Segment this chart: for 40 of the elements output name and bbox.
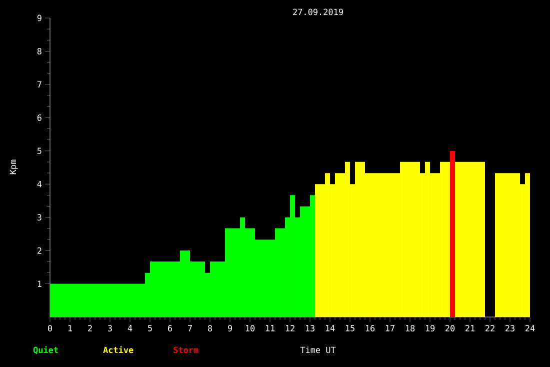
x-tick-label: 4 (128, 325, 132, 332)
text: Active (103, 346, 134, 354)
x-tick-label: 17 (386, 325, 394, 332)
x-tick-label: 5 (148, 325, 152, 332)
x-tick-label: 18 (406, 325, 415, 332)
x-tick-label: 10 (246, 325, 255, 332)
x-tick-label: 21 (466, 325, 475, 332)
x-tick-label: 19 (426, 325, 435, 332)
y-tick-label: 3 (37, 214, 42, 221)
x-tick-label: 24 (526, 325, 535, 332)
y-tick-label: 7 (37, 81, 42, 88)
x-tick-label: 9 (228, 325, 232, 332)
x-tick-label: 2 (88, 325, 92, 332)
x-tick-label: 13 (306, 325, 314, 332)
chart-title: 27.09.2019 (293, 8, 343, 16)
y-tick-label: 4 (37, 181, 42, 188)
y-tick-label: 8 (37, 48, 42, 54)
x-tick-label: 14 (326, 325, 335, 332)
x-tick-label: 22 (486, 325, 494, 332)
x-tick-label: 16 (366, 325, 375, 332)
y-tick-label: 9 (37, 14, 42, 22)
x-tick-label: 6 (168, 325, 172, 332)
text: Storm (174, 346, 198, 354)
x-tick-label: 15 (346, 325, 354, 332)
y-axis-title: Kpm (10, 160, 18, 174)
x-tick-label: 3 (108, 325, 112, 332)
x-tick-label: 11 (266, 325, 275, 332)
x-axis-title: Time UT (300, 346, 336, 354)
y-tick-label: 6 (37, 114, 42, 121)
y-tick-label: 5 (37, 148, 42, 154)
x-tick-label: 0 (48, 325, 52, 332)
x-tick-label: 8 (208, 325, 212, 332)
x-tick-label: 12 (286, 325, 294, 332)
y-tick-label: 1 (38, 280, 42, 287)
x-tick-label: 20 (446, 325, 455, 332)
y-tick-label: 2 (38, 247, 42, 254)
x-tick-label: 23 (506, 325, 514, 332)
x-tick-label: 7 (188, 325, 192, 332)
x-tick-label: 1 (68, 325, 72, 332)
text: Quiet (33, 346, 58, 354)
